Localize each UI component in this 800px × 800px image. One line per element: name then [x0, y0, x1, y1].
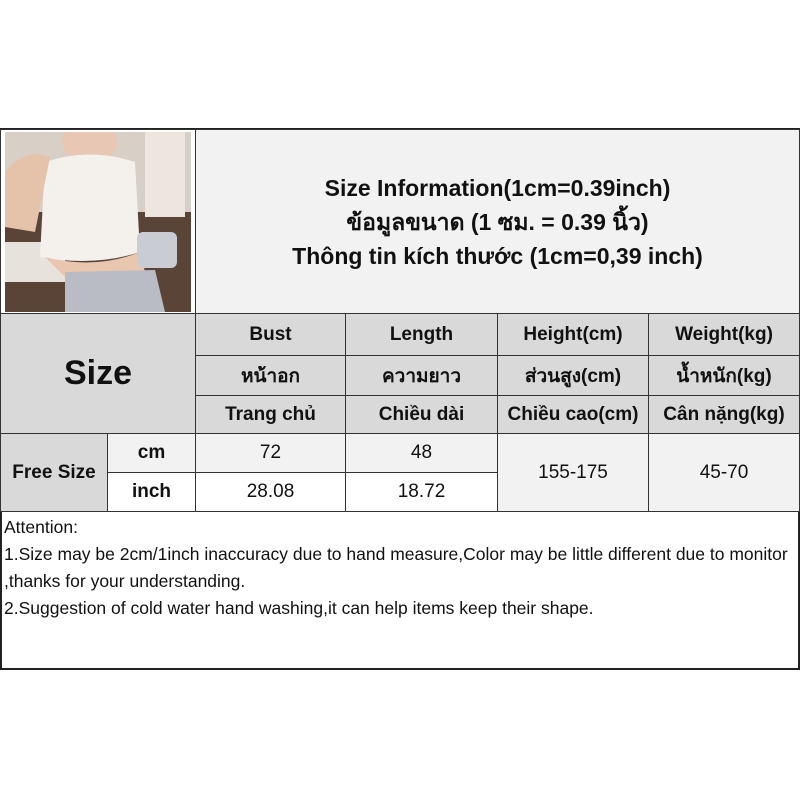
unit-inch: inch: [107, 472, 196, 512]
product-photo: [5, 131, 191, 312]
length-inch: 18.72: [345, 472, 498, 512]
title-th: ข้อมูลขนาด (1 ซม. = 0.39 นิ้ว): [346, 208, 649, 235]
product-photo-cell: [0, 129, 196, 314]
col-length-en: Length: [345, 313, 498, 356]
title-vi: Thông tin kích thước (1cm=0,39 inch): [292, 242, 703, 269]
col-length-vi: Chiều dài: [345, 395, 498, 434]
height-value: 155-175: [497, 433, 649, 512]
col-height-th: ส่วนสูง(cm): [497, 355, 649, 396]
attention-notes: Attention: 1.Size may be 2cm/1inch inacc…: [4, 514, 798, 622]
col-bust-en: Bust: [195, 313, 346, 356]
col-bust-th: หน้าอก: [195, 355, 346, 396]
col-height-vi: Chiều cao(cm): [497, 395, 649, 434]
title-cell: Size Information(1cm=0.39inch) ข้อมูลขนา…: [195, 129, 800, 314]
attention-item: 1.Size may be 2cm/1inch inaccuracy due t…: [4, 544, 793, 591]
title-en: Size Information(1cm=0.39inch): [324, 174, 671, 201]
attention-heading: Attention:: [4, 517, 78, 537]
col-height-en: Height(cm): [497, 313, 649, 356]
size-name-cell: Free Size: [0, 433, 108, 512]
col-weight-vi: Cân nặng(kg): [648, 395, 800, 434]
bust-inch: 28.08: [195, 472, 346, 512]
unit-cm: cm: [107, 433, 196, 473]
attention-item: 2.Suggestion of cold water hand washing,…: [4, 598, 594, 618]
col-weight-th: น้ำหนัก(kg): [648, 355, 800, 396]
length-cm: 48: [345, 433, 498, 473]
col-length-th: ความยาว: [345, 355, 498, 396]
weight-value: 45-70: [648, 433, 800, 512]
size-header: Size: [0, 313, 196, 434]
col-weight-en: Weight(kg): [648, 313, 800, 356]
bust-cm: 72: [195, 433, 346, 473]
col-bust-vi: Trang chủ: [195, 395, 346, 434]
